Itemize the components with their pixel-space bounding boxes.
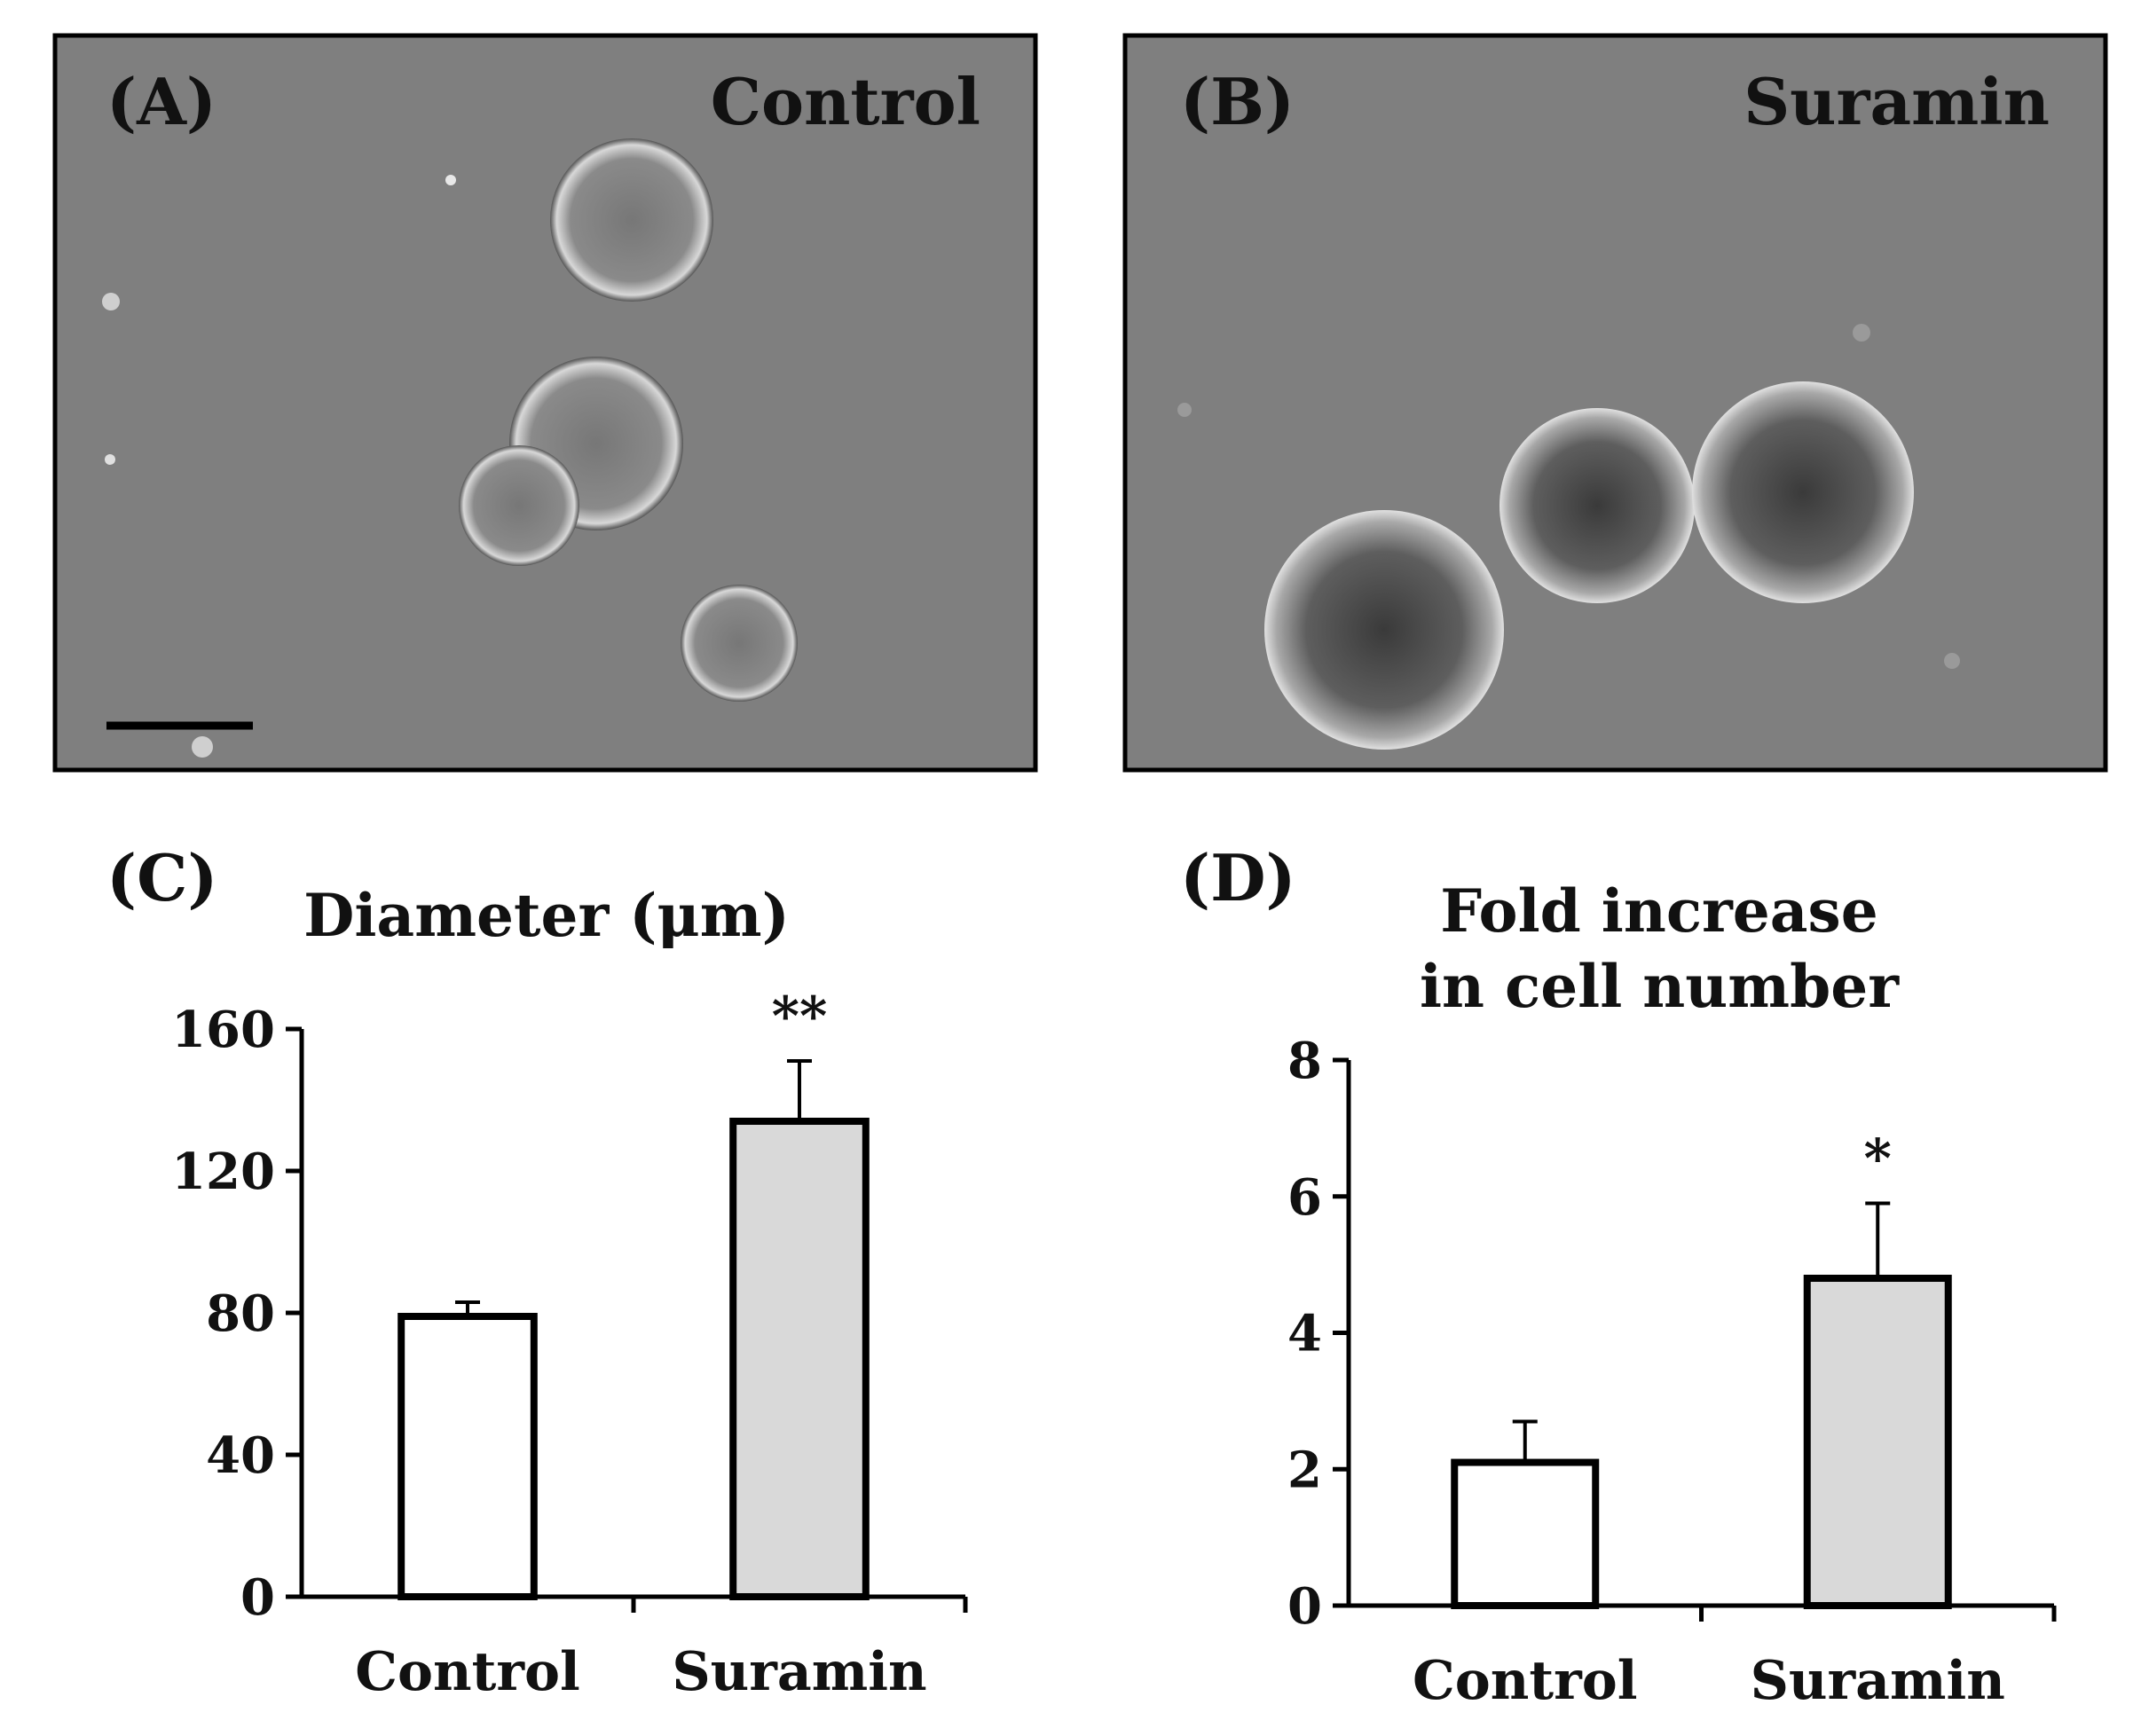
y-tick-label: 8 (1287, 1032, 1322, 1090)
panel-a-label: Control (711, 64, 980, 139)
chart-diameter: (C) Diameter (μm) 0 40 80 120 160 Control Sura… (106, 840, 968, 1703)
debris (1853, 324, 1870, 342)
chart-diameter-marks: ** (398, 986, 870, 1600)
y-tick-label: 0 (1287, 1577, 1322, 1636)
panel-b-label: Suramin (1743, 64, 2050, 139)
bar-fold-suramin (1803, 1275, 1952, 1609)
chart-fold-increase: (D) Fold increase in cell number 0 2 4 6 8 Co… (1180, 840, 2057, 1712)
debris (102, 293, 120, 310)
bar-diameter-suramin (729, 1118, 870, 1600)
spheroid (681, 585, 798, 702)
spheroid (459, 445, 579, 566)
debris (105, 454, 115, 465)
chart-fold-title-line-1: Fold increase (1440, 876, 1877, 946)
chart-diameter-title: Diameter (μm) (303, 881, 790, 950)
micrograph-control: (A) Control (52, 33, 1038, 773)
panel-c-letter: (C) (106, 840, 217, 915)
bar-diameter-control (398, 1313, 538, 1600)
y-tick-label: 6 (1287, 1168, 1322, 1227)
panel-d-letter: (D) (1180, 840, 1296, 915)
chart-fold-marks: * (1451, 1127, 1952, 1609)
y-tick-label: 120 (171, 1143, 275, 1201)
debris (192, 736, 213, 758)
debris (1944, 653, 1960, 669)
panel-b-letter: (B) (1180, 64, 1295, 139)
y-tick-label: 80 (206, 1284, 275, 1343)
spheroid (1499, 408, 1695, 603)
category-label: Suramin (1751, 1650, 2005, 1712)
y-tick-label: 4 (1287, 1305, 1322, 1363)
y-tick-label: 40 (206, 1426, 275, 1485)
debris (1177, 403, 1192, 417)
spheroid (550, 138, 713, 302)
y-tick-label: 0 (240, 1568, 275, 1627)
chart-fold-title-line-2: in cell number (1420, 952, 1900, 1021)
debris (445, 175, 456, 185)
spheroid (1692, 381, 1914, 603)
significance-marker: * (1864, 1127, 1892, 1190)
y-tick-label: 160 (171, 1001, 275, 1059)
spheroid (1264, 510, 1504, 750)
category-label: Control (355, 1641, 580, 1703)
category-label: Suramin (672, 1641, 926, 1703)
panel-a-letter: (A) (106, 64, 216, 139)
significance-marker: ** (772, 986, 828, 1048)
y-tick-label: 2 (1287, 1441, 1322, 1499)
category-label: Control (1413, 1650, 1638, 1712)
micrograph-suramin: (B) Suramin (1122, 33, 2108, 773)
chart-fold-axes: 0 2 4 6 8 Control Suramin (1287, 1032, 2057, 1712)
bar-fold-control (1451, 1458, 1600, 1609)
